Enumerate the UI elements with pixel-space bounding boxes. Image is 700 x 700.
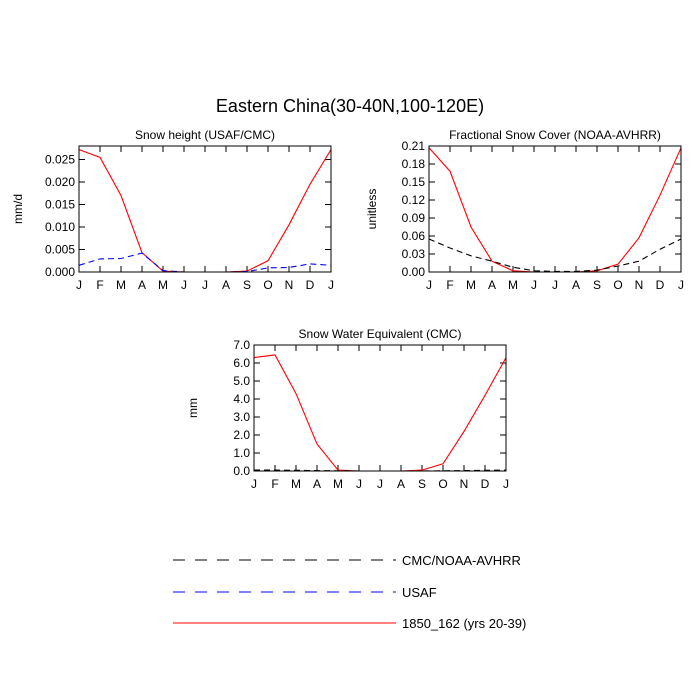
y-tick-label: 4.0 (233, 392, 250, 406)
x-tick-label: M (116, 278, 126, 292)
x-tick-label: F (96, 278, 103, 292)
y-axis-label: mm (186, 398, 200, 418)
x-tick-label: J (377, 477, 383, 491)
x-tick-label: M (508, 278, 518, 292)
plot-frame (253, 344, 507, 472)
y-tick-label: 1.0 (233, 446, 250, 460)
legend-entry: USAF (173, 585, 437, 600)
y-tick-label: 0.020 (45, 175, 75, 189)
x-tick-label: D (656, 278, 665, 292)
x-tick-label: A (222, 278, 230, 292)
x-tick-label: D (481, 477, 490, 491)
y-tick-label: 0.005 (45, 243, 75, 257)
y-tick-label: 2.0 (233, 428, 250, 442)
legend-label: USAF (402, 585, 437, 600)
panel-title: Snow Water Equivalent (CMC) (299, 327, 462, 341)
plot-frame (428, 145, 682, 273)
x-tick-label: A (572, 278, 580, 292)
x-tick-label: J (678, 278, 684, 292)
y-tick-label: 0.09 (402, 211, 426, 225)
x-tick-label: N (635, 278, 644, 292)
y-tick-label: 0.21 (402, 139, 426, 153)
y-tick-label: 7.0 (233, 338, 250, 352)
x-tick-label: F (446, 278, 453, 292)
y-tick-label: 0.06 (402, 229, 426, 243)
x-tick-label: A (488, 278, 496, 292)
chart-panel-3: Snow Water Equivalent (CMC) mm 0.0 1.0 2.0 3.… (186, 327, 509, 491)
x-tick-label: F (271, 477, 278, 491)
x-tick-label: J (426, 278, 432, 292)
x-tick-label: S (243, 278, 251, 292)
x-tick-label: J (531, 278, 537, 292)
y-tick-label: 0.0 (233, 464, 250, 478)
x-tick-label: O (263, 278, 272, 292)
figure-title: Eastern China(30-40N,100-120E) (216, 96, 484, 116)
x-tick-label: J (356, 477, 362, 491)
x-tick-label: S (418, 477, 426, 491)
legend-label: CMC/NOAA-AVHRR (402, 553, 521, 568)
panel-title: Snow height (USAF/CMC) (135, 128, 275, 142)
x-tick-label: A (313, 477, 321, 491)
chart-panel-2: Fractional Snow Cover (NOAA-AVHRR) unitle… (365, 128, 684, 292)
series-line (428, 147, 682, 273)
y-tick-label: 0.18 (402, 157, 426, 171)
y-tick-label: 0.00 (402, 265, 426, 279)
x-tick-label: M (333, 477, 343, 491)
series-line (428, 238, 682, 272)
y-tick-label: 0.000 (45, 265, 75, 279)
x-tick-label: O (438, 477, 447, 491)
x-tick-label: M (466, 278, 476, 292)
y-tick-label: 5.0 (233, 374, 250, 388)
x-tick-label: J (181, 278, 187, 292)
series-line (253, 354, 507, 472)
plot-frame (78, 145, 332, 273)
y-tick-label: 0.12 (402, 193, 426, 207)
chart-panel-1: Snow height (USAF/CMC) mm/d 0.000 0.005 0.01… (11, 128, 334, 292)
panel-title: Fractional Snow Cover (NOAA-AVHRR) (449, 128, 661, 142)
x-tick-label: A (138, 278, 146, 292)
y-tick-label: 0.03 (402, 247, 426, 261)
x-tick-label: J (202, 278, 208, 292)
y-tick-label: 0.010 (45, 220, 75, 234)
legend-entry: CMC/NOAA-AVHRR (173, 553, 521, 568)
x-tick-label: A (397, 477, 405, 491)
x-tick-label: S (593, 278, 601, 292)
x-tick-label: N (285, 278, 294, 292)
x-tick-label: J (76, 278, 82, 292)
legend: CMC/NOAA-AVHRR USAF 1850_162 (yrs 20-39) (173, 553, 526, 631)
x-tick-label: M (158, 278, 168, 292)
x-tick-label: N (460, 477, 469, 491)
legend-label: 1850_162 (yrs 20-39) (402, 616, 526, 631)
panels-group: Snow height (USAF/CMC)mm/d0.0000.0050.01… (11, 128, 684, 491)
x-tick-label: O (613, 278, 622, 292)
x-tick-label: D (306, 278, 315, 292)
x-tick-label: M (291, 477, 301, 491)
y-axis-label: unitless (365, 189, 379, 230)
y-tick-label: 0.015 (45, 198, 75, 212)
x-tick-label: J (552, 278, 558, 292)
y-tick-label: 3.0 (233, 410, 250, 424)
series-line (78, 149, 332, 273)
y-tick-label: 0.025 (45, 153, 75, 167)
x-tick-label: J (503, 477, 509, 491)
legend-entry: 1850_162 (yrs 20-39) (173, 616, 526, 631)
x-tick-label: J (251, 477, 257, 491)
y-tick-label: 0.15 (402, 175, 426, 189)
x-tick-label: J (328, 278, 334, 292)
y-tick-label: 6.0 (233, 356, 250, 370)
y-axis-label: mm/d (11, 194, 25, 224)
